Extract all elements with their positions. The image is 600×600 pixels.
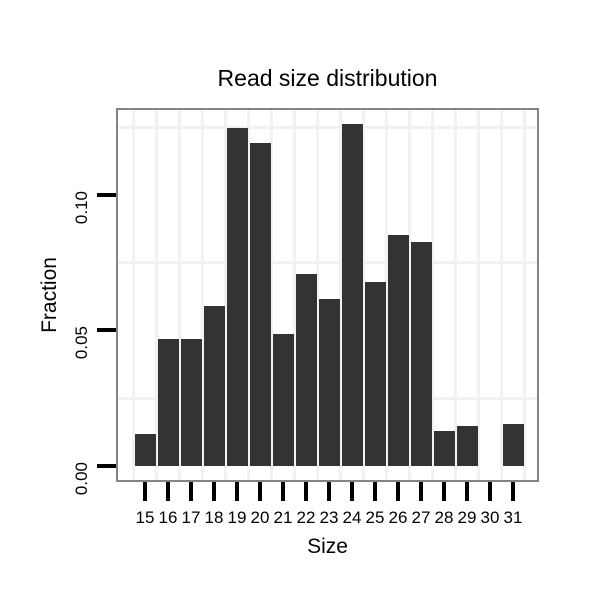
gridline-vertical: [316, 110, 319, 480]
plot-panel: [116, 108, 539, 482]
x-axis-tick: [304, 482, 308, 501]
x-axis-tick-label: 25: [365, 508, 385, 527]
bar-size-15: [134, 434, 156, 466]
chart-title: Read size distribution: [217, 65, 438, 91]
gridline-vertical: [270, 110, 273, 480]
bar-size-19: [226, 127, 248, 466]
bar-size-26: [387, 235, 409, 466]
gridline-vertical: [293, 110, 296, 480]
y-axis-title: Fraction: [38, 257, 61, 333]
bar-size-27: [410, 242, 432, 466]
gridline-vertical: [500, 110, 503, 480]
y-axis-tick-label: 0.00: [72, 461, 91, 495]
gridline-vertical: [178, 110, 181, 480]
gridline-vertical: [201, 110, 204, 480]
x-axis-tick: [235, 482, 239, 501]
gridline-vertical: [523, 110, 526, 480]
gridline-vertical: [385, 110, 388, 480]
x-axis-tick: [189, 482, 193, 501]
x-axis-tick-label: 27: [411, 508, 431, 527]
bar-size-16: [157, 339, 179, 466]
x-axis-tick: [212, 482, 216, 501]
gridline-horizontal: [118, 125, 537, 129]
y-axis-tick: [97, 463, 116, 468]
x-axis-tick-label: 20: [250, 508, 270, 527]
x-axis-tick: [166, 482, 170, 501]
y-axis-tick: [97, 193, 116, 197]
x-axis-tick-label: 22: [296, 508, 316, 527]
x-axis-tick-label: 23: [319, 508, 339, 527]
x-axis-tick-label: 28: [434, 508, 454, 527]
gridline-horizontal: [118, 261, 537, 265]
bar-size-18: [203, 306, 225, 466]
x-axis-tick-label: 29: [457, 508, 477, 527]
x-axis-tick-label: 18: [204, 508, 224, 527]
x-axis-tick: [373, 482, 377, 501]
gridline-vertical: [454, 110, 457, 480]
x-axis-tick: [419, 482, 423, 501]
bar-size-22: [295, 274, 317, 466]
bar-size-29: [456, 425, 478, 466]
gridline-vertical: [155, 110, 158, 480]
gridline-vertical: [408, 110, 411, 480]
y-axis-tick: [97, 328, 116, 333]
x-axis-tick: [488, 482, 492, 501]
gridline-vertical: [362, 110, 365, 480]
y-axis-tick-label: 0.05: [72, 326, 91, 360]
x-axis-tick-label: 26: [388, 508, 408, 527]
y-axis-tick-label: 0.10: [72, 191, 91, 225]
x-axis-tick: [511, 482, 515, 501]
bar-size-20: [249, 143, 271, 466]
x-axis-tick: [327, 482, 331, 501]
bar-size-25: [364, 281, 386, 466]
gridline-vertical: [477, 110, 480, 480]
x-axis-tick: [396, 482, 400, 501]
bar-size-31: [502, 424, 524, 466]
gridline-vertical: [431, 110, 434, 480]
bar-size-21: [272, 334, 294, 466]
x-axis-title: Size: [307, 535, 348, 558]
bar-size-23: [318, 299, 340, 466]
x-axis-tick-label: 21: [273, 508, 293, 527]
x-axis-tick-label: 24: [342, 508, 362, 527]
gridline-vertical: [247, 110, 250, 480]
bar-size-28: [433, 431, 455, 466]
x-axis-tick: [281, 482, 285, 501]
x-axis-tick-label: 17: [181, 508, 201, 527]
gridline-vertical: [339, 110, 342, 480]
x-axis-tick: [258, 482, 262, 501]
bar-size-17: [180, 339, 202, 466]
x-axis-tick: [442, 482, 446, 501]
gridline-vertical: [132, 110, 135, 480]
x-axis-tick: [465, 482, 469, 501]
gridline-vertical: [224, 110, 227, 480]
x-axis-tick-label: 15: [135, 508, 155, 527]
x-axis-tick-label: 19: [227, 508, 247, 527]
x-axis-tick: [350, 482, 354, 501]
x-axis-tick: [143, 482, 147, 501]
x-axis-tick-label: 30: [480, 508, 500, 527]
x-axis-tick-label: 16: [158, 508, 178, 527]
bar-size-24: [341, 124, 363, 466]
x-axis-tick-label: 31: [503, 508, 523, 527]
